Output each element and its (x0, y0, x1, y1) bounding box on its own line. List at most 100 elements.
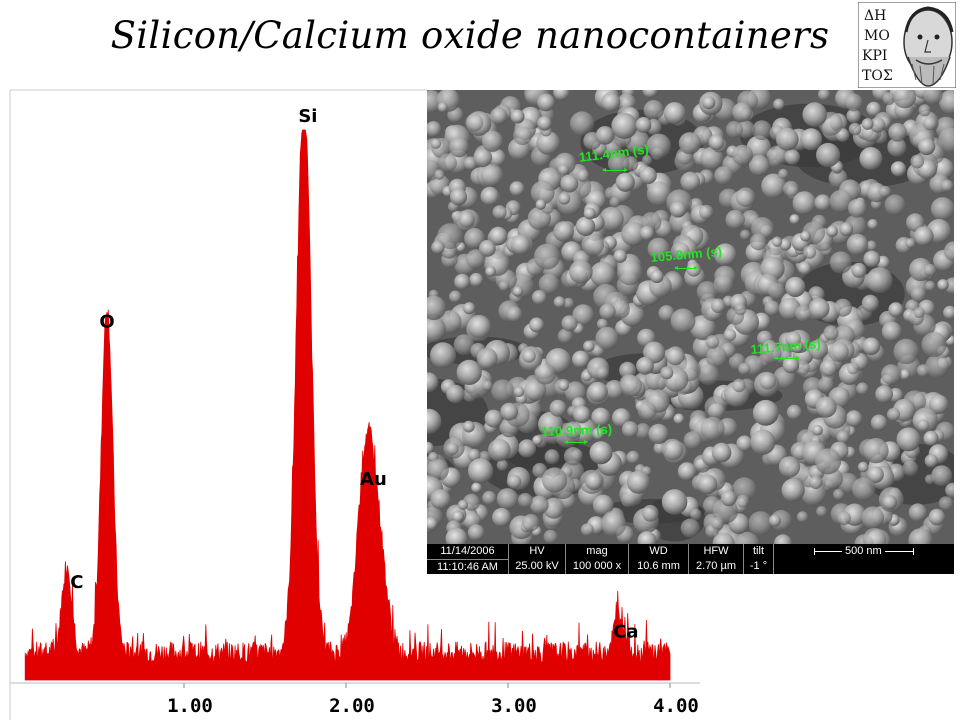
sem-particle (430, 342, 456, 369)
sem-micrograph: 111.4nm (s) 105.8nm (s) 111.7nm (s) 110.… (427, 90, 954, 574)
sem-particle (476, 348, 498, 369)
sem-particle (867, 219, 878, 230)
sem-particle (513, 386, 525, 398)
sem-particle (467, 524, 485, 541)
sem-particle (592, 494, 614, 516)
sem-particle (609, 196, 621, 208)
sem-particle (918, 137, 936, 156)
sem-particle (775, 127, 799, 151)
sem-particle (480, 163, 504, 187)
sem-particle (749, 233, 767, 251)
sem-particle (861, 294, 879, 312)
sem-particle (646, 133, 671, 158)
measurement-label: 110.9nm (s) (541, 421, 613, 439)
sem-particle (427, 316, 446, 343)
sem-particle (537, 116, 552, 131)
sem-particle (875, 385, 893, 403)
sem-particle (592, 427, 605, 440)
sem-particle (449, 137, 469, 158)
sem-particle (595, 366, 609, 380)
sem-particle (924, 454, 938, 468)
sem-particle (572, 304, 594, 326)
sem-particle (736, 494, 750, 508)
sem-particle (643, 100, 664, 121)
sem-particle (536, 131, 561, 155)
sem-particle (767, 282, 785, 300)
sem-particle (888, 123, 907, 142)
sem-particle (809, 475, 823, 489)
sem-particle (814, 194, 831, 211)
sem-particle (575, 216, 596, 236)
sem-particle (714, 166, 733, 185)
sem-particle (711, 442, 732, 463)
sem-particle (725, 209, 745, 230)
sem-particle (427, 295, 446, 321)
sem-particle (613, 249, 627, 263)
sem-particle (686, 262, 702, 277)
sem-particle (866, 267, 893, 294)
sem-particle (808, 339, 828, 360)
sem-particle (938, 127, 954, 153)
sem-particle (812, 424, 823, 436)
sem-particle (923, 116, 937, 131)
peak-label-si: Si (298, 106, 317, 127)
sem-particle (748, 154, 770, 176)
sem-particle (561, 315, 578, 332)
sem-particle (713, 274, 734, 295)
sem-particle (767, 145, 788, 167)
sem-particle (845, 93, 863, 112)
sem-particle (484, 409, 503, 428)
sem-particle (930, 197, 954, 221)
sem-particle (761, 173, 787, 199)
sem-particle (921, 331, 947, 358)
measurement-arrow (674, 266, 698, 270)
sem-particle (430, 138, 442, 149)
sem-particle (910, 287, 926, 303)
sem-particle (576, 169, 590, 182)
sem-particle (445, 527, 468, 544)
sem-particle (670, 308, 696, 334)
databar-hv: 25.00 kV (515, 560, 559, 572)
sem-particle (795, 305, 812, 322)
sem-particle (500, 402, 518, 421)
sem-particle (646, 181, 672, 206)
sem-particle (783, 180, 799, 197)
sem-particle (859, 147, 883, 170)
sem-particle (506, 306, 523, 323)
sem-particle (902, 460, 919, 477)
databar-tilt-label: tilt (753, 545, 764, 557)
sem-particle (498, 280, 510, 292)
sem-particle (531, 290, 547, 305)
sem-particle (785, 331, 801, 348)
sem-particle (680, 171, 700, 192)
sem-particle (534, 243, 560, 270)
sem-particle (817, 90, 831, 101)
databar-wd-label: WD (649, 545, 668, 557)
databar-wd: 10.6 mm (637, 560, 680, 572)
sem-particle (549, 399, 567, 417)
sem-particle (796, 511, 809, 523)
sem-particle (886, 407, 901, 422)
sem-particle (700, 416, 725, 441)
sem-particle (542, 467, 568, 493)
sem-particle (863, 527, 887, 544)
sem-particle (669, 201, 687, 218)
sem-particle (771, 236, 783, 247)
sem-particle (564, 421, 582, 440)
sem-particle (735, 531, 760, 544)
sem-particle (906, 213, 925, 232)
sem-particle (485, 266, 496, 277)
sem-particle (570, 111, 595, 136)
sem-particle (637, 531, 657, 544)
peak-label-o: O (99, 312, 114, 333)
sem-particle (635, 117, 652, 133)
sem-particle (639, 225, 655, 241)
sem-particle (620, 374, 642, 397)
sem-particle (882, 92, 896, 105)
sem-particle (846, 108, 861, 123)
sem-particle (591, 407, 611, 427)
sem-particle (663, 102, 686, 125)
sem-particle (706, 346, 727, 368)
sem-particle (786, 404, 802, 420)
